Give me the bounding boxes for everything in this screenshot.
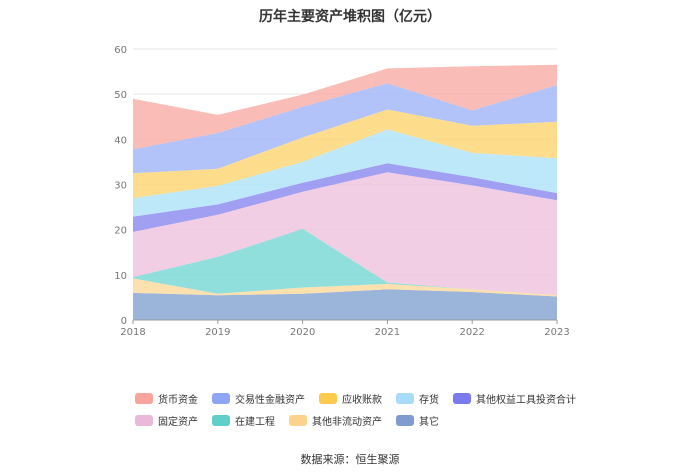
area-series — [133, 172, 557, 296]
area-series — [133, 64, 557, 150]
area-series — [133, 289, 557, 320]
legend-label: 在建工程 — [235, 416, 275, 428]
legend-row: 固定资产 在建工程 其他非流动资产 其它 — [135, 410, 605, 430]
chart-legend: 货币资金 交易性金融资产 应收账款 存货 其他权益工具投资合计 固定资产 在建工程 其他非流… — [135, 388, 605, 432]
y-tick-label: 30 — [114, 181, 127, 192]
y-tick-label: 50 — [114, 90, 127, 101]
legend-item[interactable]: 交易性金融资产 — [212, 391, 305, 406]
legend-label: 固定资产 — [158, 416, 198, 428]
legend-item[interactable]: 固定资产 — [135, 413, 198, 428]
x-tick-label: 2020 — [290, 327, 315, 338]
area-series — [133, 83, 557, 174]
legend-swatch — [319, 392, 337, 404]
legend-label: 存货 — [419, 394, 439, 406]
legend-swatch — [135, 414, 153, 426]
legend-item[interactable]: 其它 — [396, 413, 439, 428]
data-source: 数据来源：恒生聚源 — [300, 453, 400, 466]
legend-label: 其它 — [419, 416, 439, 428]
legend-label: 货币资金 — [158, 394, 198, 406]
legend-swatch — [289, 414, 307, 426]
legend-swatch — [453, 392, 471, 404]
area-series — [133, 129, 557, 217]
y-tick-label: 60 — [114, 45, 127, 56]
legend-item[interactable]: 应收账款 — [319, 391, 382, 406]
legend-item[interactable]: 其他权益工具投资合计 — [453, 391, 576, 406]
x-tick-label: 2022 — [459, 327, 484, 338]
legend-item[interactable]: 其他非流动资产 — [289, 413, 382, 428]
legend-swatch — [396, 392, 414, 404]
area-series — [133, 109, 557, 199]
x-tick-label: 2021 — [375, 327, 400, 338]
legend-swatch — [212, 414, 230, 426]
y-tick-label: 10 — [114, 271, 127, 282]
area-series — [133, 228, 557, 296]
legend-item[interactable]: 存货 — [396, 391, 439, 406]
legend-item[interactable]: 在建工程 — [212, 413, 275, 428]
legend-swatch — [396, 414, 414, 426]
legend-label: 应收账款 — [342, 394, 382, 406]
legend-label: 其他非流动资产 — [312, 416, 382, 428]
x-tick-label: 2018 — [120, 327, 145, 338]
legend-label: 其他权益工具投资合计 — [476, 394, 576, 406]
legend-row: 货币资金 交易性金融资产 应收账款 存货 其他权益工具投资合计 — [135, 388, 605, 408]
area-series — [133, 278, 557, 297]
y-tick-label: 20 — [114, 226, 127, 237]
x-tick-label: 2019 — [205, 327, 230, 338]
x-tick-label: 2023 — [544, 327, 569, 338]
legend-item[interactable]: 货币资金 — [135, 391, 198, 406]
chart-title: 历年主要资产堆积图（亿元） — [259, 9, 441, 25]
legend-swatch — [212, 392, 230, 404]
y-tick-label: 0 — [121, 316, 127, 327]
legend-label: 交易性金融资产 — [235, 394, 305, 406]
y-tick-label: 40 — [114, 135, 127, 146]
area-series — [133, 163, 557, 232]
legend-swatch — [135, 392, 153, 404]
